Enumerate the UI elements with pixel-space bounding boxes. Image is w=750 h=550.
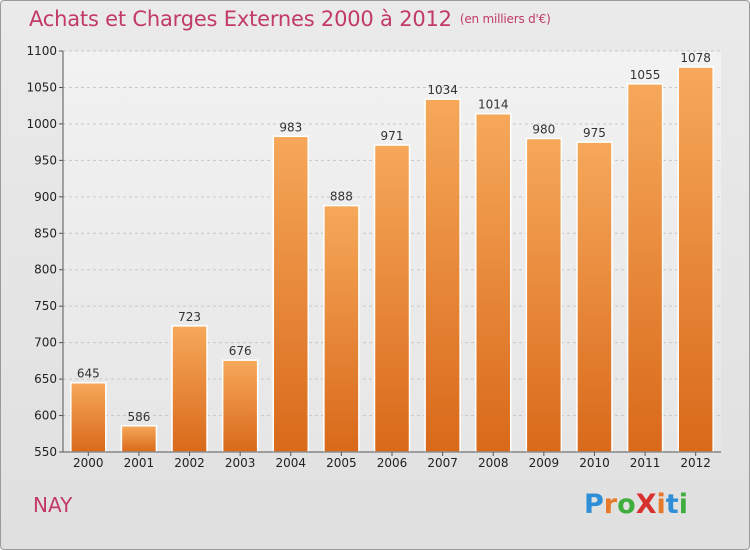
y-tick-label: 850 <box>34 226 57 240</box>
bar-value-label: 975 <box>583 126 606 140</box>
x-tick-label: 2010 <box>579 456 610 470</box>
x-tick-label: 2000 <box>73 456 104 470</box>
data-labels: 645 586 723 676 983 888 971 1034 1014 980 975 1055 1… <box>77 51 711 424</box>
y-tick-label: 550 <box>34 445 57 459</box>
proxiti-logo[interactable]: ProXiti <box>584 489 688 520</box>
bar <box>576 141 613 453</box>
y-tick-label: 700 <box>34 336 57 350</box>
x-tick-label: 2008 <box>478 456 509 470</box>
x-axis: 2000 2001 2002 2003 2004 2005 2006 2007 2008 2009… <box>63 451 721 470</box>
bar-value-label: 586 <box>127 410 150 424</box>
bar-value-label: 723 <box>178 310 201 324</box>
x-tick-label: 2005 <box>326 456 357 470</box>
x-tick-label: 2011 <box>630 456 661 470</box>
x-tick-label: 2002 <box>174 456 205 470</box>
y-tick-label: 1000 <box>26 117 57 131</box>
x-tick-label: 2012 <box>680 456 711 470</box>
y-tick-label: 750 <box>34 299 57 313</box>
logo-letter: o <box>617 489 636 520</box>
bar-value-label: 971 <box>381 129 404 143</box>
x-tick-label: 2001 <box>124 456 155 470</box>
logo-letter: X <box>635 489 657 520</box>
bar-value-label: 676 <box>229 344 252 358</box>
logo-letter: i <box>656 489 666 520</box>
y-tick-label: 900 <box>34 190 57 204</box>
logo-letter: t <box>665 489 679 520</box>
x-tick-label: 2009 <box>529 456 560 470</box>
y-axis: 550 600 650 700 750 800 850 900 950 1000 1050 1100 <box>26 44 64 459</box>
bar-value-label: 645 <box>77 367 100 381</box>
bar-value-label: 980 <box>532 122 555 136</box>
y-tick-label: 1100 <box>26 44 57 58</box>
x-tick-label: 2003 <box>225 456 256 470</box>
bars <box>70 66 714 453</box>
x-tick-label: 2006 <box>377 456 408 470</box>
bar <box>70 381 107 453</box>
logo-letter: i <box>678 489 688 520</box>
logo-letter: P <box>584 489 604 520</box>
y-tick-label: 950 <box>34 153 57 167</box>
bar <box>272 135 310 453</box>
bar <box>474 112 512 453</box>
y-tick-label: 800 <box>34 263 57 277</box>
bar <box>221 359 259 453</box>
bar-value-label: 1078 <box>680 51 711 65</box>
bar-value-label: 1034 <box>427 83 458 97</box>
bar <box>323 204 360 453</box>
chart-title-text: Achats et Charges Externes 2000 à 2012 <box>29 7 452 31</box>
bar <box>171 325 208 453</box>
bar <box>677 66 714 453</box>
bar <box>626 83 664 453</box>
x-tick-label: 2004 <box>275 456 306 470</box>
chart-title: Achats et Charges Externes 2000 à 2012 (e… <box>29 7 551 31</box>
y-tick-label: 600 <box>34 409 57 423</box>
logo-letter: r <box>603 489 618 520</box>
bar-value-label: 1055 <box>630 68 661 82</box>
bar-value-label: 983 <box>279 120 302 134</box>
chart-subtitle: (en milliers d'€) <box>459 12 551 26</box>
bar <box>120 425 158 453</box>
commune-name: NAY <box>33 493 73 517</box>
bar <box>424 98 461 453</box>
bar <box>525 137 563 453</box>
y-tick-label: 650 <box>34 372 57 386</box>
bar-value-label: 888 <box>330 190 353 204</box>
bar-value-label: 1014 <box>478 98 509 112</box>
bar <box>373 144 411 453</box>
x-tick-label: 2007 <box>427 456 458 470</box>
y-tick-label: 1050 <box>26 80 57 94</box>
